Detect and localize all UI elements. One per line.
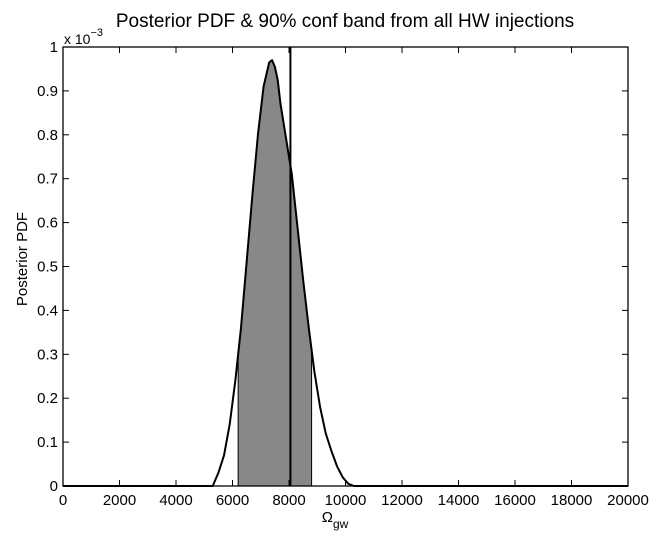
- plot-frame: [63, 47, 628, 486]
- x-tick-label: 2000: [103, 492, 136, 509]
- y-tick-label: 0.2: [37, 390, 58, 407]
- x-axis-label-subscript: gw: [333, 517, 349, 531]
- x-tick-label: 20000: [607, 492, 649, 509]
- y-axis-label: Posterior PDF: [14, 212, 31, 306]
- x-tick-label: 0: [59, 492, 67, 509]
- x-tick-label: 4000: [159, 492, 192, 509]
- chart-title: Posterior PDF & 90% conf band from all H…: [116, 11, 574, 32]
- y-exponent-power: −3: [90, 27, 103, 39]
- y-tick-label: 0.4: [37, 302, 58, 319]
- x-tick-label: 10000: [325, 492, 367, 509]
- pdf-curve: [63, 60, 628, 486]
- tick-layer: 0 2000 4000 6000 8000 10000 12000 14000 16000 180…: [37, 39, 649, 509]
- x-axis-label: Ωgw: [322, 509, 349, 531]
- y-exponent-label: x 10−3: [64, 27, 103, 47]
- confidence-band: [238, 60, 311, 486]
- confidence-band-layer: [238, 60, 311, 486]
- y-tick-label: 0.8: [37, 127, 58, 144]
- x-tick-label: 8000: [272, 492, 305, 509]
- x-tick-label: 16000: [494, 492, 536, 509]
- x-axis-label-symbol: Ω: [322, 509, 333, 526]
- y-tick-label: 0: [50, 478, 58, 495]
- y-tick-label: 0.6: [37, 215, 58, 232]
- y-tick-label: 0.3: [37, 346, 58, 363]
- y-tick-label: 1: [50, 39, 58, 56]
- y-exponent-base: x 10: [64, 31, 91, 47]
- y-tick-label: 0.1: [37, 434, 58, 451]
- y-tick-label: 0.5: [37, 259, 58, 276]
- x-tick-label: 14000: [438, 492, 480, 509]
- x-tick-label: 6000: [216, 492, 249, 509]
- y-tick-label: 0.7: [37, 171, 58, 188]
- x-tick-label: 18000: [551, 492, 593, 509]
- x-tick-label: 12000: [381, 492, 423, 509]
- y-tick-label: 0.9: [37, 83, 58, 100]
- pdf-curve-layer: [63, 60, 628, 486]
